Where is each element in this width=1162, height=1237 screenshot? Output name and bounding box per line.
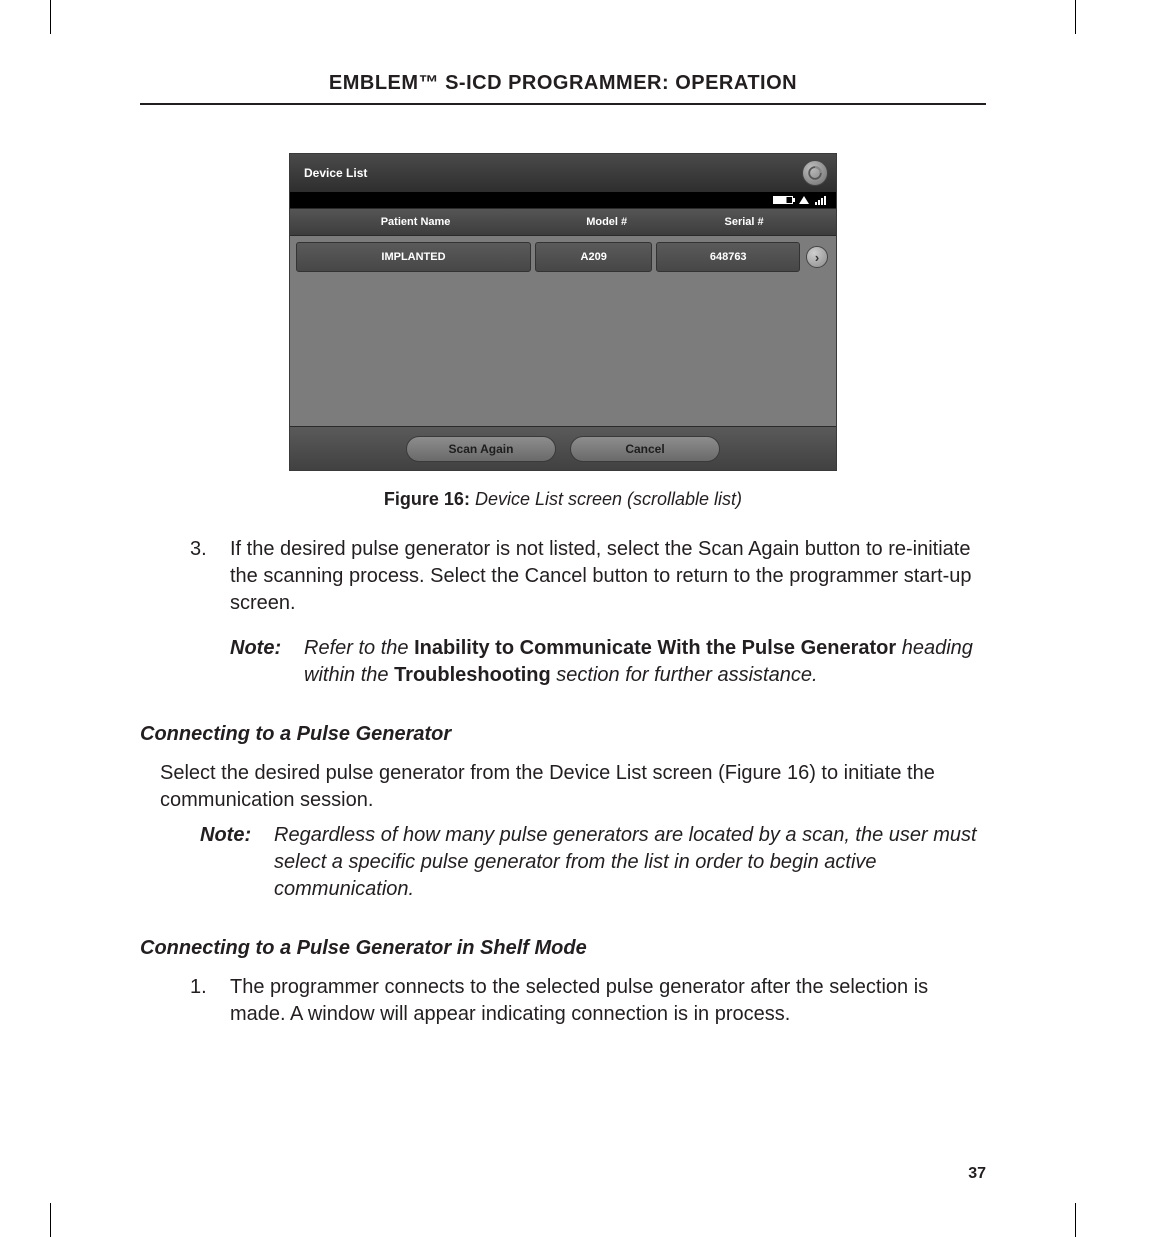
device-list-area: IMPLANTED A209 648763 › — [290, 236, 836, 426]
status-bar — [290, 192, 836, 208]
subhead-shelf-mode: Connecting to a Pulse Generator in Shelf… — [140, 937, 986, 960]
col-header-model: Model # — [541, 216, 672, 228]
page: EMBLEM™ S-ICD PROGRAMMER: OPERATION Devi… — [50, 34, 1076, 1203]
row-select[interactable]: › — [804, 242, 830, 272]
logo-icon — [802, 160, 828, 186]
figure-caption: Figure 16: Device List screen (scrollabl… — [140, 489, 986, 510]
signal-icon — [815, 196, 826, 205]
step-text: The programmer connects to the selected … — [230, 974, 986, 1028]
screen-title: Device List — [304, 166, 802, 180]
step-number: 1. — [190, 974, 230, 1028]
crop-mark — [50, 1203, 51, 1237]
device-list-screen: Device List Patient Name Model # Serial … — [289, 153, 837, 471]
note-label: Note: — [200, 822, 270, 903]
titlebar: Device List — [290, 154, 836, 192]
cancel-button[interactable]: Cancel — [570, 436, 720, 462]
subhead-connecting: Connecting to a Pulse Generator — [140, 723, 986, 746]
cell-serial: 648763 — [656, 242, 800, 272]
note-text: Regardless of how many pulse generators … — [270, 822, 986, 903]
note-1: Note: Refer to the Inability to Communic… — [230, 635, 986, 689]
figure-label: Figure 16: — [384, 489, 470, 509]
note-label: Note: — [230, 635, 300, 689]
cell-patient-name: IMPLANTED — [296, 242, 531, 272]
step-3: 3. If the desired pulse generator is not… — [190, 536, 986, 617]
col-header-name: Patient Name — [290, 216, 541, 228]
step-text: If the desired pulse generator is not li… — [230, 536, 986, 617]
crop-mark — [50, 0, 51, 34]
note-bold1: Inability to Communicate With the Pulse … — [414, 637, 896, 659]
para-connecting: Select the desired pulse generator from … — [160, 760, 986, 814]
page-number: 37 — [968, 1165, 986, 1183]
wifi-icon — [799, 196, 809, 204]
bottom-bar: Scan Again Cancel — [290, 426, 836, 470]
note-text: Refer to the Inability to Communicate Wi… — [300, 635, 986, 689]
device-row[interactable]: IMPLANTED A209 648763 › — [296, 242, 830, 272]
step-number: 3. — [190, 536, 230, 617]
crop-mark — [1075, 0, 1076, 34]
note-2: Note: Regardless of how many pulse gener… — [200, 822, 986, 903]
note-bold2: Troubleshooting — [394, 664, 551, 686]
figure-text: Device List screen (scrollable list) — [475, 489, 742, 509]
battery-icon — [773, 196, 793, 204]
crop-mark — [1075, 1203, 1076, 1237]
column-headers: Patient Name Model # Serial # — [290, 208, 836, 236]
note-pre: Refer to the — [304, 637, 414, 659]
step-1: 1. The programmer connects to the select… — [190, 974, 986, 1028]
col-header-serial: Serial # — [672, 216, 836, 228]
chevron-right-icon: › — [806, 246, 828, 268]
note-post: section for further assistance. — [551, 664, 818, 686]
cell-model: A209 — [535, 242, 652, 272]
scan-again-button[interactable]: Scan Again — [406, 436, 556, 462]
page-header: EMBLEM™ S-ICD PROGRAMMER: OPERATION — [140, 72, 986, 105]
